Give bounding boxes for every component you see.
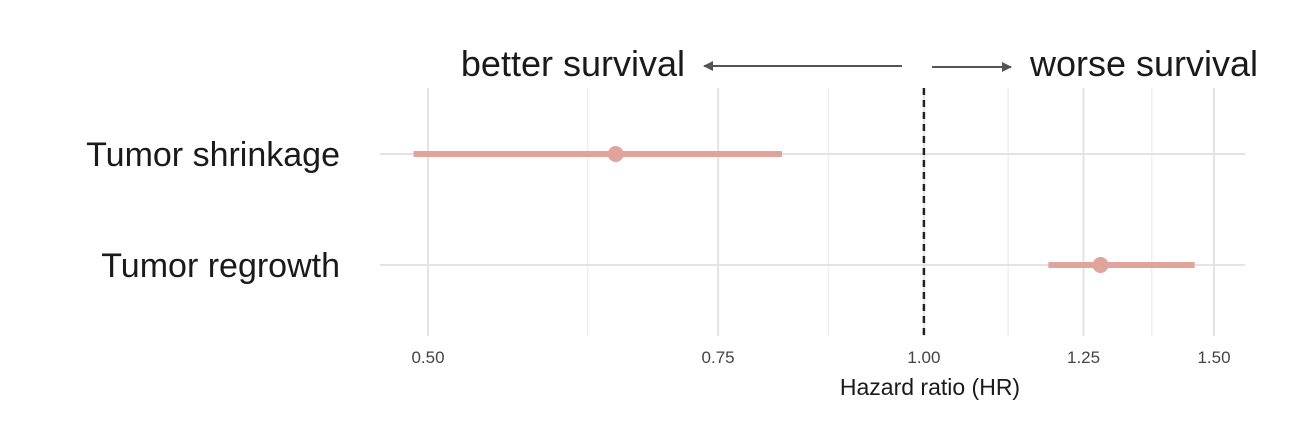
category-label: Tumor shrinkage [86,136,340,174]
x-tick-labels: 0.50 0.75 1.00 1.25 1.50 [411,348,1230,367]
estimates-group [413,146,1195,273]
x-tick-label: 1.00 [907,348,940,367]
x-tick-label: 0.50 [411,348,444,367]
category-label: Tumor regrowth [101,247,340,285]
category-labels: Tumor shrinkage Tumor regrowth [86,136,340,285]
annotation-right: worse survival [1029,43,1258,84]
estimate-point [1092,257,1109,273]
x-tick-label: 1.25 [1067,348,1100,367]
annotation-group: better survival worse survival [461,43,1258,84]
estimate-point [607,146,624,162]
x-tick-label: 1.50 [1197,348,1230,367]
x-tick-label: 0.75 [702,348,735,367]
grid [380,88,1245,336]
annotation-left: better survival [461,43,685,84]
x-axis-title: Hazard ratio (HR) [840,374,1020,400]
